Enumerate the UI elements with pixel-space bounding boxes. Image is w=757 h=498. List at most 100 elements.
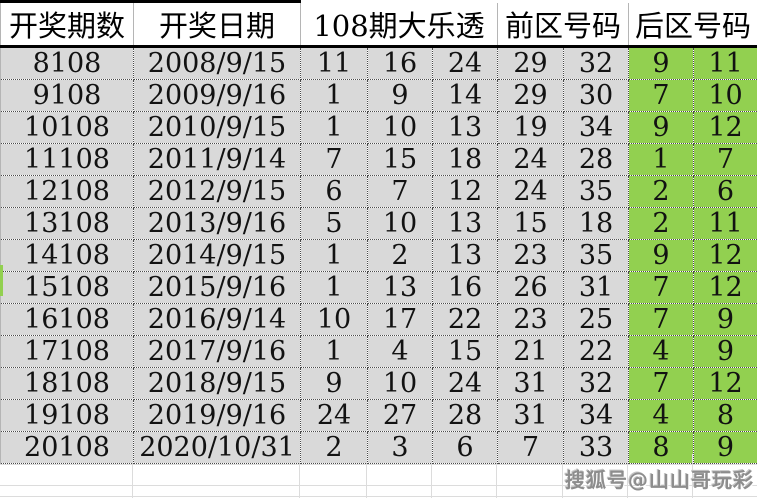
cell-back-1[interactable]: 1 [628,143,695,176]
cell-date[interactable]: 2020/10/31 [133,431,301,464]
cell-back-2[interactable]: 6 [693,175,757,208]
cell-front-3[interactable]: 12 [432,175,498,208]
cell-front-2[interactable]: 10 [367,207,433,240]
cell-back-2[interactable]: 12 [693,367,757,400]
cell-period[interactable]: 14108 [0,239,134,272]
cell-date[interactable]: 2014/9/15 [133,239,301,272]
cell-front-5[interactable]: 35 [562,175,630,208]
cell-front-3[interactable]: 24 [432,367,498,400]
cell-front-1[interactable]: 2 [300,431,368,464]
cell-back-2[interactable]: 9 [693,303,757,336]
cell-front-3[interactable]: 15 [432,335,498,368]
cell-front-5[interactable]: 31 [562,271,630,304]
cell-period[interactable]: 9108 [0,79,134,112]
cell-back-1[interactable]: 9 [628,239,695,272]
cell-front-1[interactable]: 24 [300,399,368,432]
cell-date[interactable]: 2018/9/15 [133,367,301,400]
cell-back-2[interactable]: 10 [693,79,757,112]
cell-date[interactable]: 2011/9/14 [133,143,301,176]
cell-back-2[interactable]: 11 [693,207,757,240]
cell-back-2[interactable]: 8 [693,399,757,432]
cell-date[interactable]: 2010/9/15 [133,111,301,144]
cell-period[interactable]: 20108 [0,431,134,464]
cell-date[interactable]: 2008/9/15 [133,46,301,80]
cell-back-1[interactable]: 2 [628,207,695,240]
cell-period[interactable]: 19108 [0,399,134,432]
cell-front-3[interactable]: 24 [432,46,498,80]
cell-back-1[interactable]: 7 [628,303,695,336]
cell-front-3[interactable]: 13 [432,111,498,144]
cell-front-3[interactable]: 13 [432,239,498,272]
header-date[interactable]: 开奖日期 [133,0,301,48]
cell-front-2[interactable]: 7 [367,175,433,208]
cell-back-1[interactable]: 7 [628,79,695,112]
cell-front-4[interactable]: 24 [497,175,564,208]
cell-front-5[interactable]: 18 [562,207,630,240]
cell-front-4[interactable]: 23 [497,239,564,272]
cell-front-4[interactable]: 23 [497,303,564,336]
cell-front-1[interactable]: 9 [300,367,368,400]
cell-front-3[interactable]: 14 [432,79,498,112]
cell-back-2[interactable]: 12 [693,111,757,144]
cell-front-1[interactable]: 1 [300,335,368,368]
cell-front-2[interactable]: 10 [367,367,433,400]
cell-front-5[interactable]: 33 [562,431,630,464]
cell-front-3[interactable]: 22 [432,303,498,336]
cell-front-1[interactable]: 6 [300,175,368,208]
cell-front-1[interactable]: 11 [300,46,368,80]
cell-back-1[interactable]: 2 [628,175,695,208]
cell-front-2[interactable]: 17 [367,303,433,336]
header-period[interactable]: 开奖期数 [0,0,134,48]
cell-front-4[interactable]: 24 [497,143,564,176]
cell-date[interactable]: 2019/9/16 [133,399,301,432]
cell-front-2[interactable]: 10 [367,111,433,144]
cell-period[interactable]: 8108 [0,46,134,80]
cell-front-4[interactable]: 29 [497,79,564,112]
cell-front-2[interactable]: 3 [367,431,433,464]
header-lotto-title[interactable]: 108期大乐透 [300,0,498,48]
cell-front-5[interactable]: 34 [562,111,630,144]
cell-front-2[interactable]: 16 [367,46,433,80]
cell-front-2[interactable]: 9 [367,79,433,112]
cell-back-1[interactable]: 7 [628,367,695,400]
cell-front-1[interactable]: 10 [300,303,368,336]
cell-front-4[interactable]: 21 [497,335,564,368]
cell-period[interactable]: 16108 [0,303,134,336]
cell-back-1[interactable]: 4 [628,399,695,432]
cell-period[interactable]: 10108 [0,111,134,144]
cell-back-2[interactable]: 11 [693,46,757,80]
cell-back-2[interactable]: 7 [693,143,757,176]
cell-back-1[interactable]: 4 [628,335,695,368]
cell-front-5[interactable]: 35 [562,239,630,272]
cell-date[interactable]: 2012/9/15 [133,175,301,208]
cell-front-3[interactable]: 16 [432,271,498,304]
cell-front-2[interactable]: 4 [367,335,433,368]
cell-front-3[interactable]: 6 [432,431,498,464]
cell-period[interactable]: 15108 [0,271,134,304]
cell-front-1[interactable]: 1 [300,111,368,144]
cell-front-4[interactable]: 19 [497,111,564,144]
cell-front-4[interactable]: 15 [497,207,564,240]
cell-period[interactable]: 11108 [0,143,134,176]
cell-back-1[interactable]: 9 [628,46,695,80]
cell-period[interactable]: 17108 [0,335,134,368]
cell-front-1[interactable]: 1 [300,271,368,304]
cell-front-5[interactable]: 30 [562,79,630,112]
cell-date[interactable]: 2009/9/16 [133,79,301,112]
header-back-zone[interactable]: 后区号码 [628,0,757,48]
cell-front-4[interactable]: 31 [497,367,564,400]
cell-front-2[interactable]: 27 [367,399,433,432]
cell-back-2[interactable]: 12 [693,239,757,272]
cell-back-1[interactable]: 7 [628,271,695,304]
cell-date[interactable]: 2015/9/16 [133,271,301,304]
cell-back-2[interactable]: 12 [693,271,757,304]
cell-front-4[interactable]: 26 [497,271,564,304]
cell-front-5[interactable]: 25 [562,303,630,336]
cell-front-5[interactable]: 32 [562,46,630,80]
cell-back-2[interactable]: 9 [693,335,757,368]
cell-front-5[interactable]: 22 [562,335,630,368]
cell-front-4[interactable]: 31 [497,399,564,432]
cell-back-1[interactable]: 8 [628,431,695,464]
cell-back-1[interactable]: 9 [628,111,695,144]
cell-date[interactable]: 2013/9/16 [133,207,301,240]
